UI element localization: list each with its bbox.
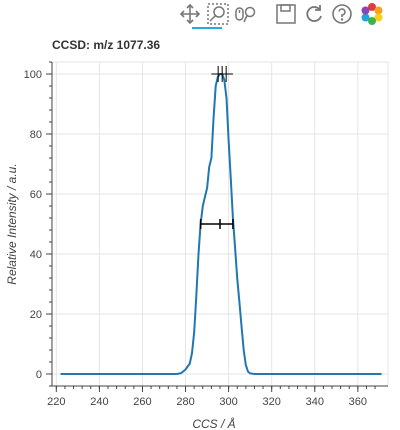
y-tick-label: 60 bbox=[30, 189, 42, 201]
x-tick-label: 300 bbox=[219, 396, 237, 408]
x-tick-label: 280 bbox=[176, 396, 194, 408]
wheel-zoom-icon[interactable] bbox=[234, 2, 258, 26]
save-icon[interactable] bbox=[274, 2, 298, 26]
x-tick-label: 260 bbox=[133, 396, 151, 408]
x-tick-label: 340 bbox=[306, 396, 324, 408]
x-axis-label: CCS / Å bbox=[192, 416, 235, 430]
y-axis-label: Relative Intensity / a.u. bbox=[5, 163, 19, 284]
pan-icon[interactable] bbox=[178, 2, 202, 26]
x-tick-label: 360 bbox=[349, 396, 367, 408]
y-tick-label: 80 bbox=[30, 129, 42, 141]
x-tick-label: 320 bbox=[263, 396, 281, 408]
reset-icon[interactable] bbox=[302, 2, 326, 26]
peak-marker bbox=[211, 66, 233, 82]
series-line bbox=[60, 73, 382, 375]
bokeh-logo-icon[interactable] bbox=[360, 2, 384, 26]
chart-title: CCSD: m/z 1077.36 bbox=[52, 38, 161, 52]
y-tick-label: 20 bbox=[30, 309, 42, 321]
x-tick-label: 240 bbox=[90, 396, 108, 408]
y-tick-label: 100 bbox=[24, 69, 42, 81]
help-icon[interactable] bbox=[330, 2, 354, 26]
y-tick-label: 40 bbox=[30, 249, 42, 261]
y-tick-label: 0 bbox=[36, 369, 42, 381]
active-tool-indicator bbox=[192, 27, 222, 29]
toolbar bbox=[178, 0, 400, 30]
box-zoom-icon[interactable] bbox=[206, 2, 230, 26]
x-tick-label: 220 bbox=[47, 396, 65, 408]
fwhm-bar bbox=[199, 219, 234, 229]
